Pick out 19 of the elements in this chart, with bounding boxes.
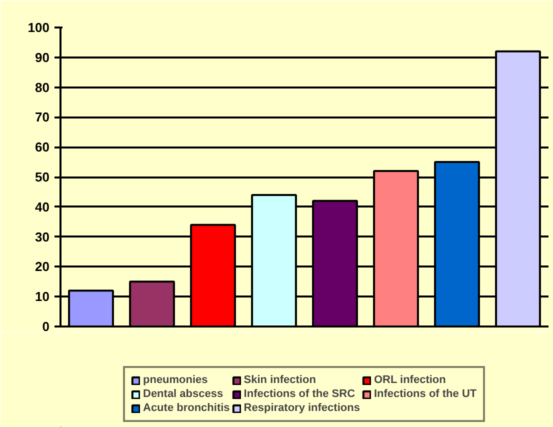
legend-label: Respiratory infections (244, 402, 360, 414)
y-tick-label: 100 (28, 20, 50, 35)
legend-label: Infections of the UT (374, 388, 477, 400)
y-tick-label: 20 (35, 259, 50, 274)
y-tick-label: 40 (35, 199, 50, 214)
y-tick-label: 90 (35, 50, 50, 65)
y-tick-label: 30 (35, 229, 50, 244)
y-tick-label: 50 (35, 170, 50, 184)
legend-label: ORL infection (374, 374, 446, 386)
y-tick-label: 10 (35, 289, 50, 304)
legend-label: Acute bronchitis (143, 402, 230, 414)
legend-label: Infections of the SRC (244, 388, 356, 400)
y-tick-label: 0 (42, 319, 50, 334)
legend-label: Skin infection (244, 374, 316, 386)
legend-label: pneumonies (143, 374, 208, 386)
y-tick-label: 70 (35, 110, 50, 125)
y-tick-label: 80 (35, 80, 50, 95)
legend-label: Dental abscess (143, 388, 224, 400)
y-tick-label: 60 (35, 140, 50, 155)
